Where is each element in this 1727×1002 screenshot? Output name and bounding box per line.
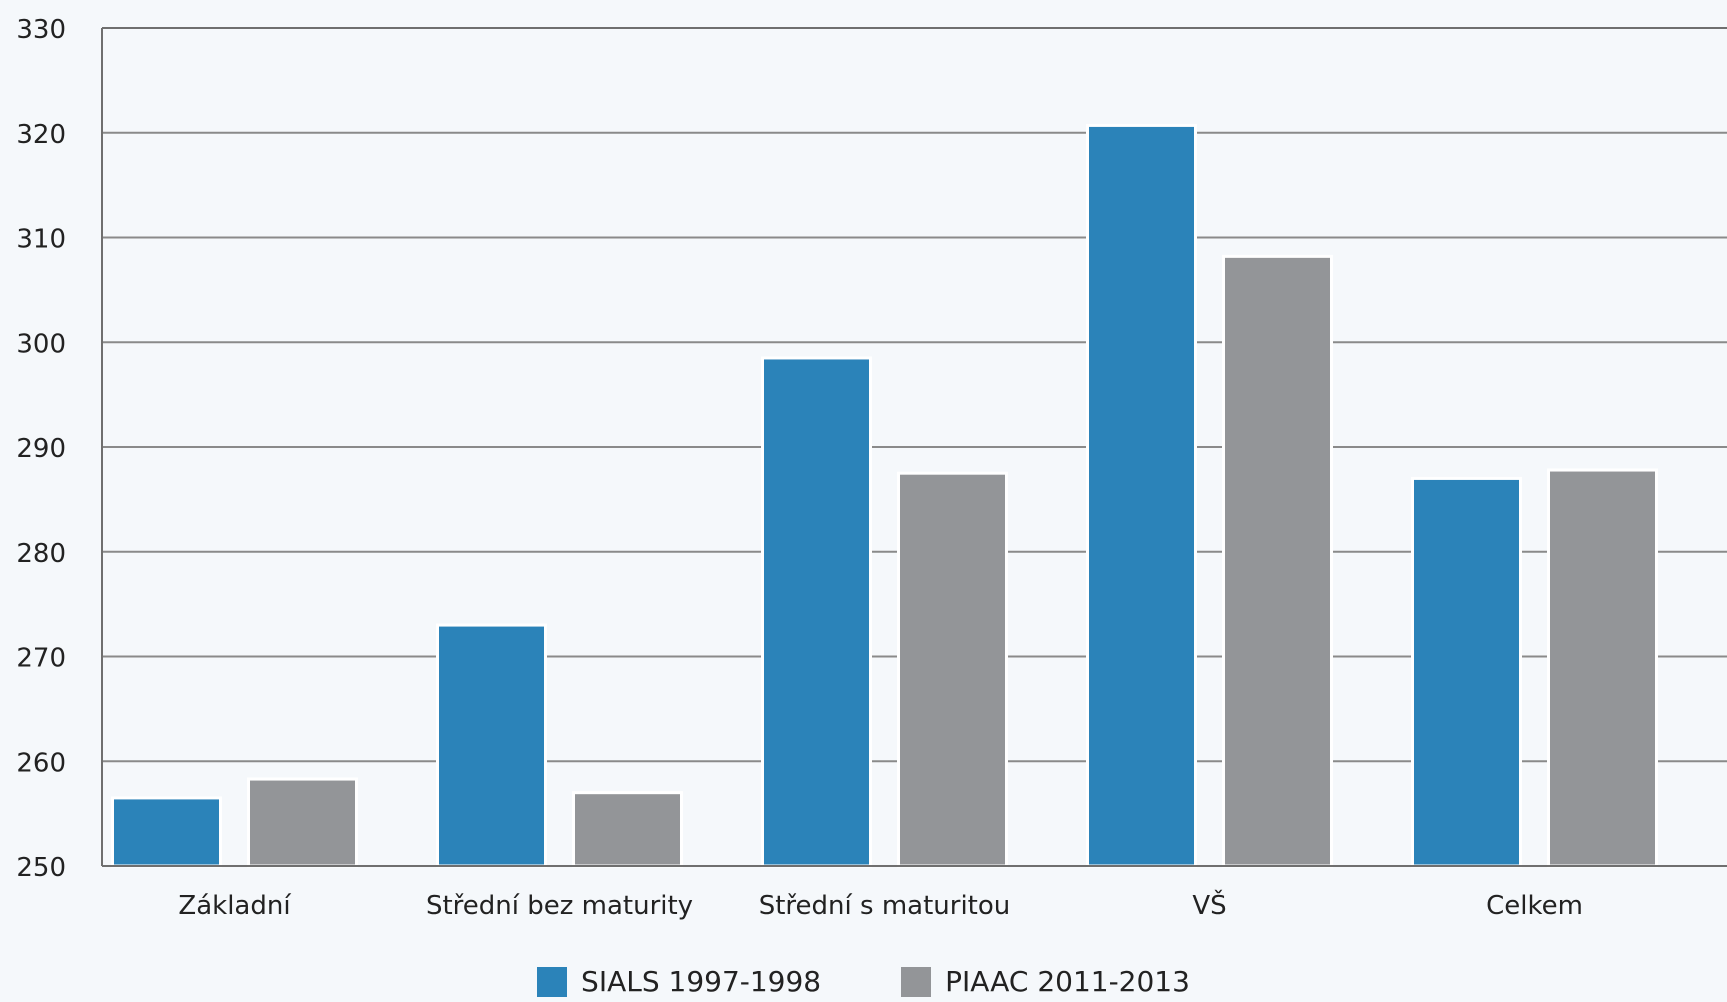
x-tick-label: Celkem [1486, 891, 1583, 921]
bar-piaac-0 [247, 777, 358, 868]
y-tick-label: 320 [16, 120, 66, 150]
bar-sials-4 [1411, 476, 1522, 868]
x-tick-label: Základní [178, 891, 291, 921]
bars [111, 123, 1658, 868]
y-tick-label: 330 [16, 15, 66, 45]
bar-sials-1 [436, 623, 547, 868]
x-tick-label: VŠ [1192, 889, 1226, 921]
x-tick-labels: Základní Střední bez maturity Střední s ma… [178, 889, 1583, 921]
y-tick-label: 250 [16, 853, 66, 883]
bar-sials-0 [111, 796, 222, 868]
legend-swatch-sials [537, 966, 568, 997]
legend-label-piaac: PIAAC 2011-2013 [945, 965, 1190, 998]
legend: SIALS 1997-1998 PIAAC 2011-2013 [0, 965, 1727, 998]
y-tick-label: 310 [16, 225, 66, 255]
legend-item-piaac: PIAAC 2011-2013 [901, 965, 1190, 998]
y-tick-label: 280 [16, 539, 66, 569]
bar-piaac-2 [897, 471, 1008, 868]
bar-sials-2 [761, 356, 872, 868]
legend-label-sials: SIALS 1997-1998 [581, 965, 822, 998]
axes [101, 27, 1727, 867]
y-tick-label: 260 [16, 748, 66, 778]
bar-sials-3 [1086, 123, 1197, 868]
x-tick-label: Střední bez maturity [426, 891, 693, 921]
y-tick-label: 290 [16, 434, 66, 464]
legend-swatch-piaac [901, 966, 932, 997]
bar-piaac-1 [572, 791, 683, 868]
legend-item-sials: SIALS 1997-1998 [537, 965, 821, 998]
y-tick-label: 270 [16, 644, 66, 674]
bar-piaac-3 [1222, 254, 1333, 868]
x-tick-label: Střední s maturitou [759, 891, 1011, 921]
y-tick-labels: 250 260 270 280 290 300 310 320 330 [16, 15, 66, 883]
y-tick-label: 300 [16, 329, 66, 359]
bar-piaac-4 [1547, 468, 1658, 868]
